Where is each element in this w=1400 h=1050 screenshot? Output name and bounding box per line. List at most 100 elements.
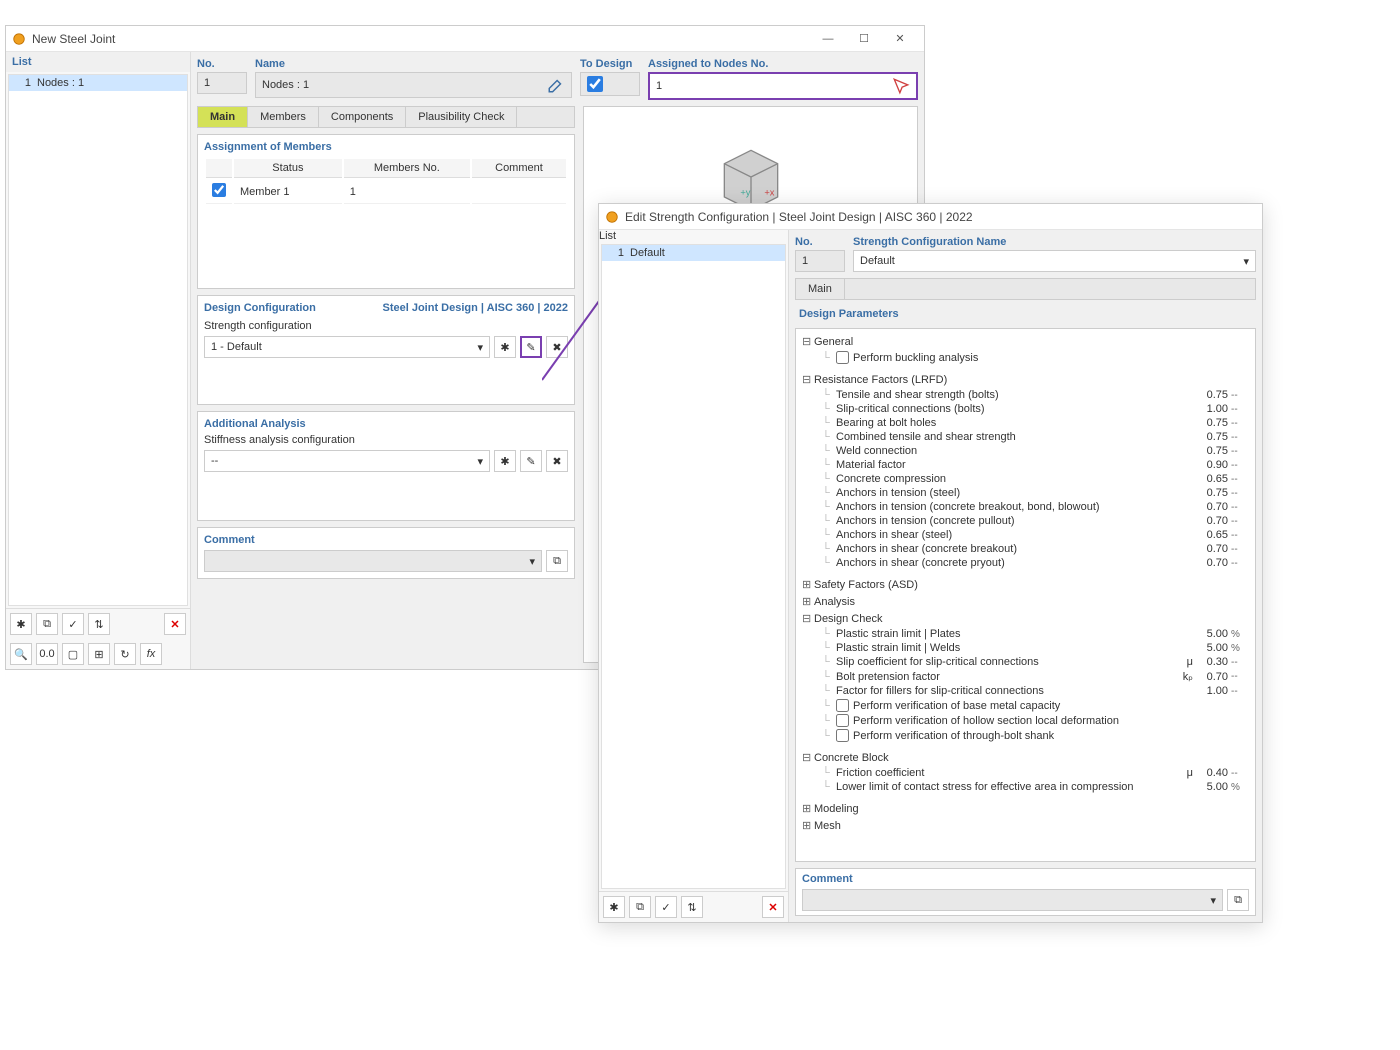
comment-dropdown[interactable]: ▾ (802, 889, 1223, 911)
tree-item[interactable]: └Plastic strain limit | Plates5.00% (798, 627, 1253, 641)
tree-item[interactable]: └Perform buckling analysis (798, 350, 1253, 365)
list-item[interactable]: 1 Nodes : 1 (9, 75, 187, 91)
param-checkbox[interactable] (836, 714, 849, 727)
list-toolbar: ✱ ⧉ ✓ ⇅ ✕ (6, 608, 190, 639)
check-icon[interactable]: ✓ (655, 896, 677, 918)
strength-dropdown[interactable]: 1 - Default ▾ (204, 336, 490, 358)
tree-item[interactable]: └Lower limit of contact stress for effec… (798, 780, 1253, 794)
fx-icon[interactable]: fx (140, 643, 162, 665)
tree-item[interactable]: └Anchors in shear (concrete pryout)0.70-… (798, 556, 1253, 570)
tree-item[interactable]: └Bearing at bolt holes0.75-- (798, 416, 1253, 430)
box-icon[interactable]: ▢ (62, 643, 84, 665)
name-value[interactable]: Default ▾ (853, 250, 1256, 272)
sort-icon[interactable]: ⇅ (88, 613, 110, 635)
assigned-value[interactable]: 1 (648, 72, 918, 100)
tree-group[interactable]: ⊞Safety Factors (ASD) (798, 576, 1253, 593)
stiffness-dropdown[interactable]: -- ▾ (204, 450, 490, 472)
tree-item[interactable]: └Anchors in tension (steel)0.75-- (798, 486, 1253, 500)
tree-item[interactable]: └Plastic strain limit | Welds5.00% (798, 641, 1253, 655)
tree-item[interactable]: └Anchors in shear (steel)0.65-- (798, 528, 1253, 542)
delete-config-icon[interactable]: ✖ (546, 336, 568, 358)
tree-group[interactable]: ⊞Modeling (798, 800, 1253, 817)
tab-main[interactable]: Main (198, 107, 248, 127)
tree-item[interactable]: └Perform verification of hollow section … (798, 713, 1253, 728)
minimize-button[interactable]: — (810, 28, 846, 50)
new-icon[interactable]: ✱ (10, 613, 32, 635)
no-value[interactable]: 1 (197, 72, 247, 94)
tree-group[interactable]: ⊟Design Check (798, 610, 1253, 627)
row-check[interactable] (212, 183, 226, 197)
param-checkbox[interactable] (836, 729, 849, 742)
new-config-icon[interactable]: ✱ (494, 336, 516, 358)
param-checkbox[interactable] (836, 351, 849, 364)
tree-item[interactable]: └Slip-critical connections (bolts)1.00-- (798, 402, 1253, 416)
tree-item[interactable]: └Material factor0.90-- (798, 458, 1253, 472)
pick-icon[interactable] (892, 77, 910, 95)
tree-group[interactable]: ⊟Resistance Factors (LRFD) (798, 371, 1253, 388)
list-item[interactable]: 1 Default (602, 245, 785, 261)
list-area[interactable]: 1 Nodes : 1 (8, 74, 188, 606)
tree-item[interactable]: └Slip coefficient for slip-critical conn… (798, 655, 1253, 669)
titlebar[interactable]: New Steel Joint — ☐ ✕ (6, 26, 924, 52)
tree-item[interactable]: └Perform verification of base metal capa… (798, 698, 1253, 713)
tree-group[interactable]: ⊞Mesh (798, 817, 1253, 834)
chevron-down-icon: ▾ (477, 341, 483, 354)
tree-item[interactable]: └Bolt pretension factorkₚ0.70-- (798, 669, 1253, 684)
units-icon[interactable]: 0.0 (36, 643, 58, 665)
edit-icon[interactable] (547, 76, 565, 94)
delete-stiff-icon[interactable]: ✖ (546, 450, 568, 472)
todesign-value[interactable] (580, 72, 640, 96)
strength-label: Strength configuration (204, 320, 568, 332)
todesign-checkbox[interactable] (587, 76, 603, 92)
table-icon[interactable]: ⊞ (88, 643, 110, 665)
copy-icon[interactable]: ⧉ (36, 613, 58, 635)
close-button[interactable]: ✕ (882, 28, 918, 50)
table-row[interactable]: Member 1 1 (206, 180, 566, 204)
tree-item[interactable]: └Anchors in tension (concrete pullout)0.… (798, 514, 1253, 528)
tab-components[interactable]: Components (319, 107, 406, 127)
comment-dropdown[interactable]: ▾ (204, 550, 542, 572)
refresh-icon[interactable]: ↻ (114, 643, 136, 665)
maximize-button[interactable]: ☐ (846, 28, 882, 50)
tree-item[interactable]: └Friction coefficientμ0.40-- (798, 766, 1253, 780)
sort-icon[interactable]: ⇅ (681, 896, 703, 918)
edit-stiff-icon[interactable]: ✎ (520, 450, 542, 472)
tree-item[interactable]: └Concrete compression0.65-- (798, 472, 1253, 486)
tree-item[interactable]: └Perform verification of through-bolt sh… (798, 728, 1253, 743)
tree-item[interactable]: └Combined tensile and shear strength0.75… (798, 430, 1253, 444)
comment-copy-icon[interactable]: ⧉ (1227, 889, 1249, 911)
no-value[interactable]: 1 (795, 250, 845, 272)
search-icon[interactable]: 🔍 (10, 643, 32, 665)
titlebar[interactable]: Edit Strength Configuration | Steel Join… (599, 204, 1262, 230)
list-header: List (6, 52, 190, 72)
tab-members[interactable]: Members (248, 107, 319, 127)
name-value[interactable]: Nodes : 1 (255, 72, 572, 98)
tree-item[interactable]: └Weld connection0.75-- (798, 444, 1253, 458)
delete-icon[interactable]: ✕ (762, 896, 784, 918)
tab-main[interactable]: Main (796, 279, 845, 299)
tree-item[interactable]: └Tensile and shear strength (bolts)0.75-… (798, 388, 1253, 402)
tree-group[interactable]: ⊟Concrete Block (798, 749, 1253, 766)
tree-item[interactable]: └Anchors in shear (concrete breakout)0.7… (798, 542, 1253, 556)
tab-plausibility[interactable]: Plausibility Check (406, 107, 517, 127)
tree-item[interactable]: └Anchors in tension (concrete breakout, … (798, 500, 1253, 514)
new-stiff-icon[interactable]: ✱ (494, 450, 516, 472)
assigned-label: Assigned to Nodes No. (648, 58, 918, 70)
delete-icon[interactable]: ✕ (164, 613, 186, 635)
col-status: Status (234, 159, 342, 178)
comment-label: Comment (204, 534, 568, 546)
edit-config-icon[interactable]: ✎ (520, 336, 542, 358)
copy-icon[interactable]: ⧉ (629, 896, 651, 918)
svg-text:+y: +y (740, 188, 750, 198)
tree-group[interactable]: ⊞Analysis (798, 593, 1253, 610)
tree-group[interactable]: ⊟General (798, 333, 1253, 350)
design-config-right: Steel Joint Design | AISC 360 | 2022 (383, 302, 569, 314)
parameter-tree[interactable]: ⊟General└Perform buckling analysis ⊟Resis… (795, 328, 1256, 862)
param-checkbox[interactable] (836, 699, 849, 712)
list-area[interactable]: 1 Default (601, 244, 786, 889)
check-icon[interactable]: ✓ (62, 613, 84, 635)
comment-copy-icon[interactable]: ⧉ (546, 550, 568, 572)
tree-item[interactable]: └Factor for fillers for slip-critical co… (798, 684, 1253, 698)
chevron-down-icon: ▾ (529, 555, 535, 568)
new-icon[interactable]: ✱ (603, 896, 625, 918)
